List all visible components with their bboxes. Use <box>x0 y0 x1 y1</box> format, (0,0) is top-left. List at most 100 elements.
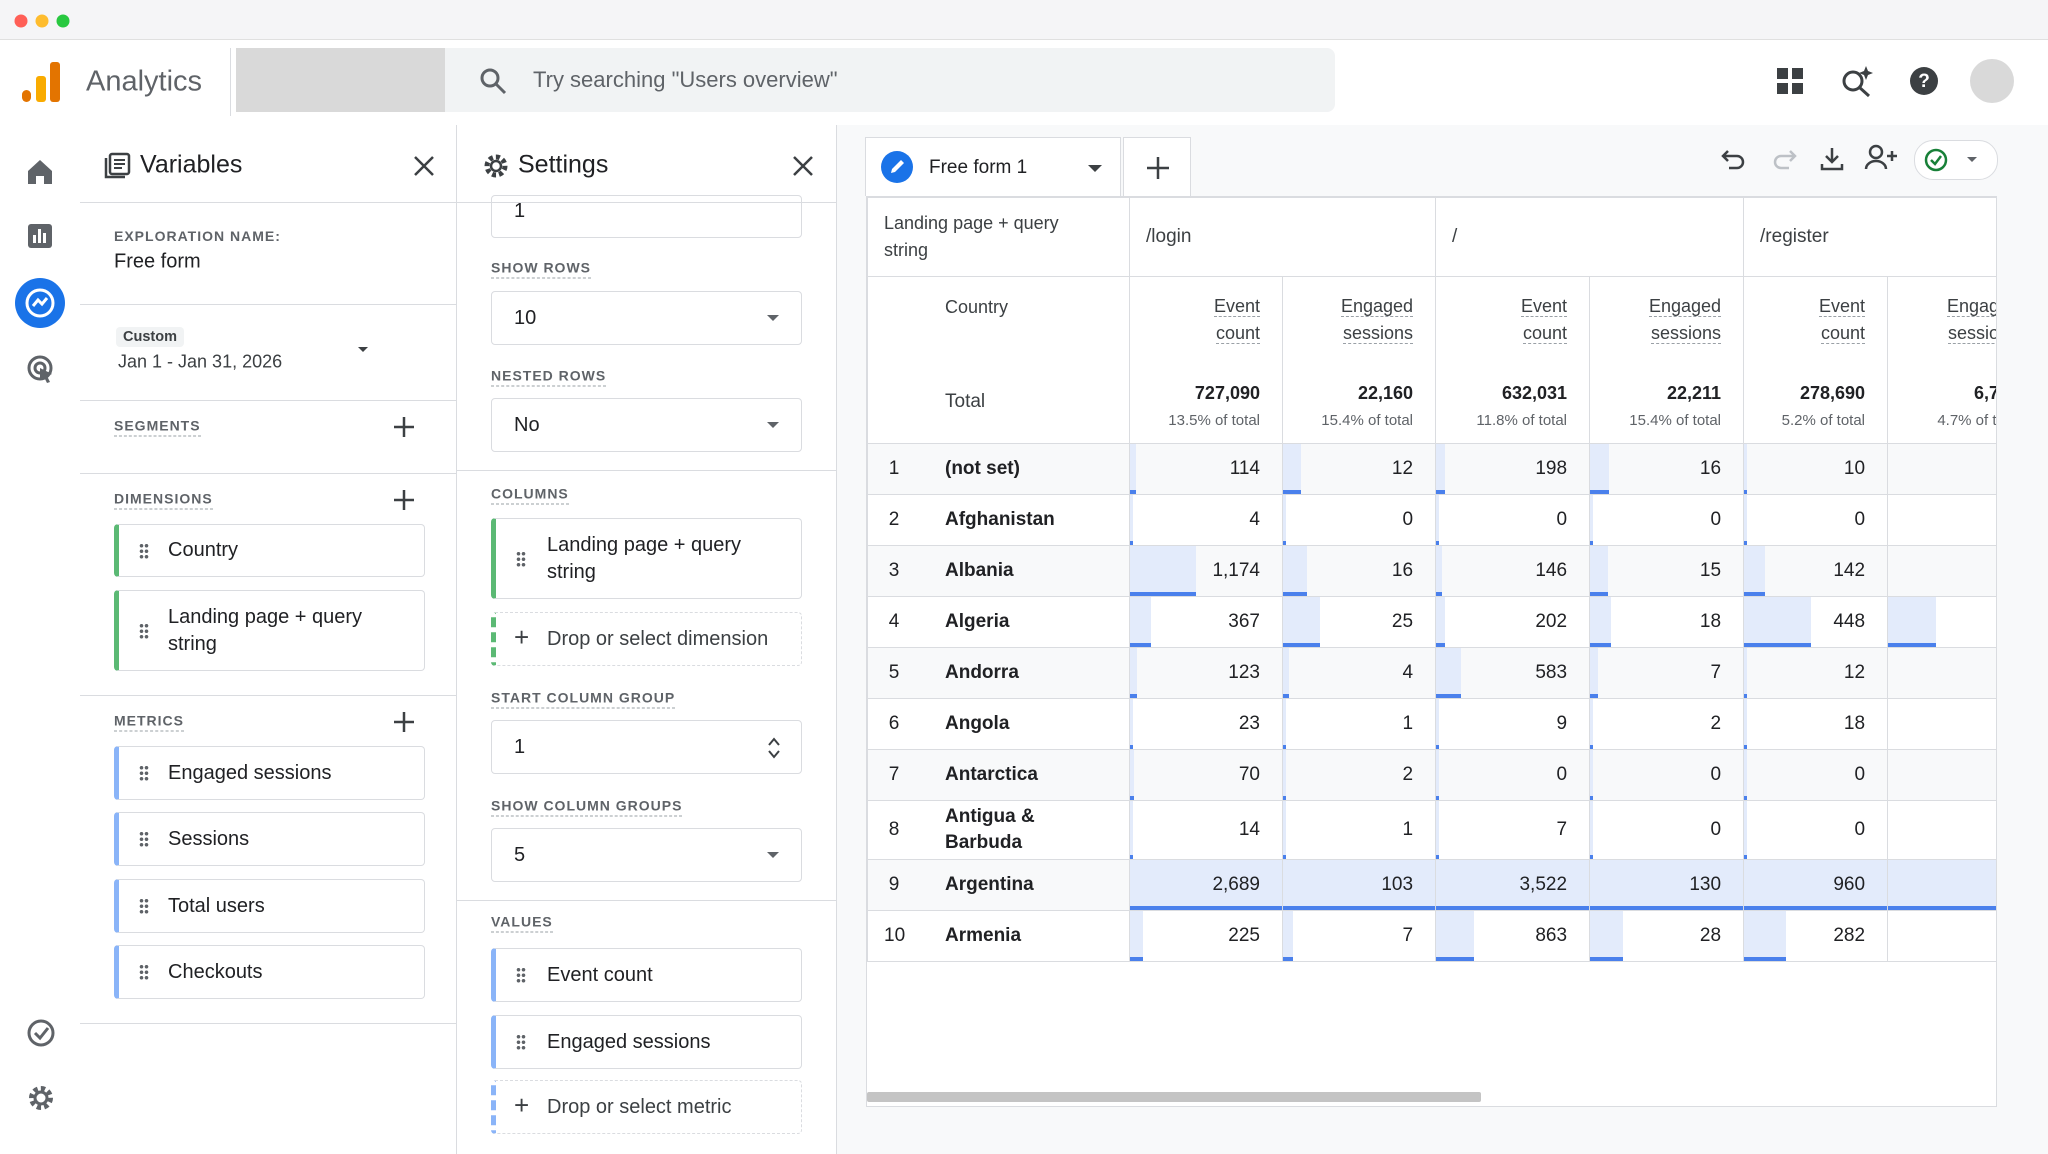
value-cell: 225 <box>1129 910 1283 962</box>
metric-chip[interactable]: Total users <box>114 879 425 933</box>
separator <box>80 400 456 401</box>
heat-bar <box>1590 444 1609 494</box>
value-chip[interactable]: Event count <box>491 948 802 1002</box>
separator <box>457 470 836 471</box>
value-cell: 198 <box>1435 443 1591 495</box>
number-input[interactable]: 1 <box>491 720 802 774</box>
advertising-icon[interactable] <box>26 354 56 384</box>
heat-bar <box>1283 495 1286 545</box>
date-dropdown[interactable] <box>358 347 368 352</box>
app-header: Analytics Try searching "Users overview"… <box>0 40 2048 126</box>
value-cell: 202 <box>1435 596 1591 648</box>
heat-bar <box>1436 860 1590 910</box>
section-label: DIMENSIONS <box>114 491 213 510</box>
add-button[interactable] <box>393 711 415 733</box>
apps-icon[interactable] <box>1776 67 1804 95</box>
value-cell: 0 <box>1589 494 1745 546</box>
search-box[interactable]: Try searching "Users overview" <box>445 48 1335 112</box>
metric-name-box: Event count <box>1487 293 1568 347</box>
tab-menu[interactable] <box>1088 165 1102 172</box>
panel-title: Variables <box>140 150 243 179</box>
help-icon[interactable]: ? <box>1909 66 1939 96</box>
value-cell: 70 <box>1129 749 1283 801</box>
status-menu[interactable] <box>1914 140 1998 180</box>
dimension-chip[interactable]: Country <box>114 524 425 577</box>
column-chip[interactable]: Landing page + query string <box>491 518 802 599</box>
value-cell: 1,174 <box>1129 545 1283 597</box>
value-cell: 103 <box>1281 859 1437 911</box>
share-button[interactable] <box>1864 143 1900 173</box>
tab[interactable]: Free form 1 <box>865 137 1121 196</box>
column-share: 15.4% of total <box>1629 412 1722 429</box>
row-rank: 1 <box>888 458 900 479</box>
drag-handle <box>139 622 149 639</box>
heat-bar <box>1436 648 1462 698</box>
reports-icon[interactable] <box>27 223 53 249</box>
settings-icon[interactable] <box>26 1083 56 1113</box>
value-cell: 7 <box>1435 800 1591 860</box>
value-cell <box>1887 800 1996 860</box>
section-label: SEGMENTS <box>114 418 201 437</box>
heat-bar <box>1744 444 1748 494</box>
add-button[interactable] <box>393 489 415 511</box>
drop-zone[interactable]: + Drop or select metric <box>491 1080 802 1134</box>
metric-chip[interactable]: Engaged sessions <box>114 746 425 800</box>
metric-name: Total users <box>168 894 265 917</box>
heat-bar <box>1130 444 1137 494</box>
redo-button[interactable] <box>1770 145 1798 173</box>
value-cell: 960 <box>1743 859 1889 911</box>
metric-header-cell: Event count 727,090 13.5% of total <box>1129 276 1283 444</box>
scrollbar[interactable] <box>867 1092 1481 1102</box>
admin-check-icon[interactable] <box>26 1018 56 1048</box>
value-cell: 12 <box>1743 647 1889 699</box>
value-chip[interactable]: Engaged sessions <box>491 1015 802 1069</box>
dimension-chip[interactable]: Landing page + query string <box>114 590 425 671</box>
stepper[interactable] <box>767 736 781 760</box>
value-cell <box>1887 494 1996 546</box>
dropdown[interactable]: 10 <box>491 291 802 345</box>
insights-icon[interactable] <box>1840 64 1874 98</box>
dropdown[interactable]: 5 <box>491 828 802 882</box>
field-label: NESTED ROWS <box>491 368 607 387</box>
metric-header-cell: Event count 632,031 11.8% of total <box>1435 276 1591 444</box>
row-label-cell: 10 Armenia <box>867 910 1130 962</box>
dropdown-value: 5 <box>514 843 526 866</box>
plus-icon: + <box>514 1090 530 1120</box>
add-tab[interactable] <box>1123 137 1191 196</box>
close-button[interactable] <box>792 155 814 177</box>
cell-value: 18 <box>1699 611 1722 632</box>
separator <box>457 900 836 901</box>
country: Andorra <box>945 662 1019 683</box>
cell-value: 114 <box>1229 458 1260 479</box>
group-header-cell: /register <box>1743 197 1996 277</box>
account-selector[interactable] <box>236 48 445 112</box>
value-name: Event count <box>547 963 653 986</box>
row-rank: 6 <box>888 713 900 734</box>
dropdown[interactable]: No <box>491 398 802 452</box>
home-icon[interactable] <box>25 157 55 187</box>
metric-chip[interactable]: Checkouts <box>114 945 425 999</box>
data-row: 5 Andorra 123 4 583 7 12 <box>867 647 1996 699</box>
left-nav <box>0 125 81 1154</box>
avatar[interactable] <box>1969 58 2015 104</box>
metric-name: Engaged sessions <box>168 761 332 784</box>
close-button[interactable] <box>413 155 435 177</box>
metric-chip[interactable]: Sessions <box>114 812 425 866</box>
heat-bar <box>1590 648 1599 698</box>
country: Afghanistan <box>945 509 1055 530</box>
window-controls[interactable] <box>0 0 80 39</box>
cell-value: 960 <box>1833 874 1866 895</box>
cell-value: 863 <box>1535 925 1568 946</box>
edit-icon <box>881 151 913 183</box>
date-range[interactable]: Jan 1 - Jan 31, 2026 <box>118 351 283 372</box>
heat-bar <box>1283 860 1436 910</box>
value-cell: 2,689 <box>1129 859 1283 911</box>
exploration-name[interactable]: Free form <box>114 250 201 273</box>
variables-icon <box>104 152 131 179</box>
add-button[interactable] <box>393 416 415 438</box>
undo-button[interactable] <box>1720 145 1748 173</box>
heat-bar <box>1436 699 1440 749</box>
drop-zone[interactable]: + Drop or select dimension <box>491 612 802 666</box>
explore-icon[interactable] <box>14 277 66 329</box>
download-button[interactable] <box>1818 145 1846 173</box>
